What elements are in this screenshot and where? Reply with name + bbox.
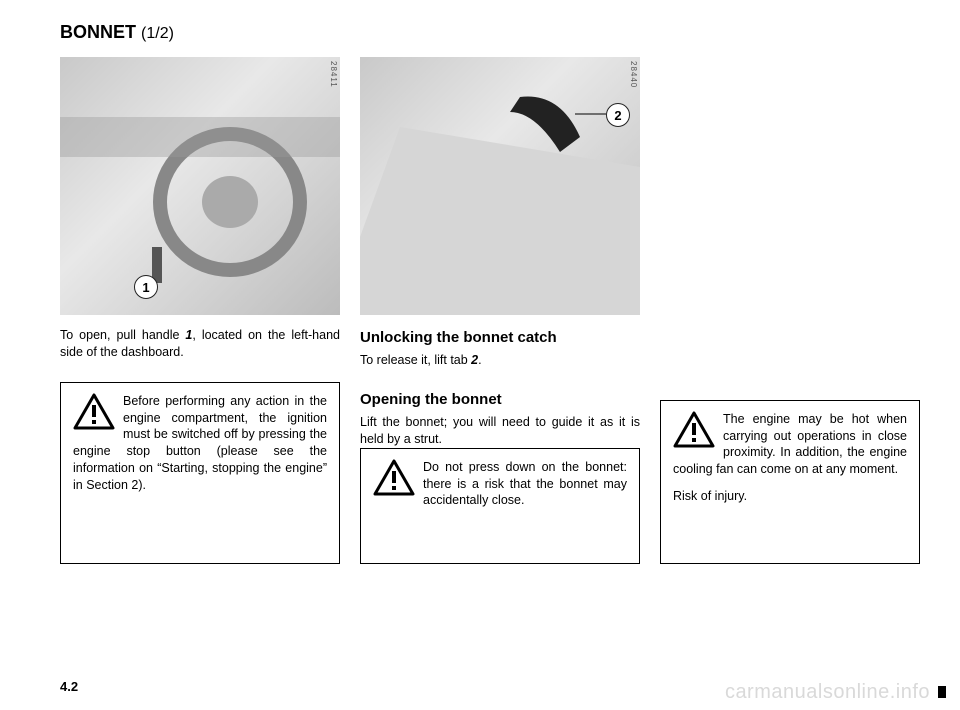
column-3: The engine may be hot when carrying out … [660,57,920,574]
watermark: carmanualsonline.info [725,681,930,704]
figure-code: 28440 [629,61,638,88]
page-title: BONNET (1/2) [60,22,920,43]
title-main: BONNET [60,22,136,42]
figure-bonnet: 28440 2 [360,57,640,315]
callout-1: 1 [134,275,158,299]
para-release: To release it, lift tab 2. [360,352,640,369]
content-columns: 28411 1 To open, pull handle 1, located … [60,57,920,574]
warning-icon [373,459,415,497]
title-part: (1/2) [141,25,174,42]
bonnet-illustration [360,57,640,315]
warning-press: Do not press down on the bonnet: there i… [360,448,640,564]
callout-2: 2 [606,103,630,127]
warning-icon [673,411,715,449]
warning-ignition: Before performing any action in the engi… [60,382,340,564]
warning-icon [73,393,115,431]
heading-unlock: Unlocking the bonnet catch [360,329,640,346]
figure-code: 28411 [329,61,338,88]
column-1: 28411 1 To open, pull handle 1, located … [60,57,340,574]
warning-hot-engine: The engine may be hot when carrying out … [660,400,920,564]
heading-opening: Opening the bonnet [360,391,640,408]
corner-mark [938,686,946,698]
figure-dashboard: 28411 1 [60,57,340,315]
para-lift: Lift the bonnet; you will need to guide … [360,414,640,448]
column-2: 28440 2 Unlocking the bonnet catch To re… [360,57,640,574]
page-number: 4.2 [60,679,78,694]
col1-paragraph: To open, pull handle 1, located on the l… [60,327,340,361]
dashboard-illustration [60,57,340,315]
